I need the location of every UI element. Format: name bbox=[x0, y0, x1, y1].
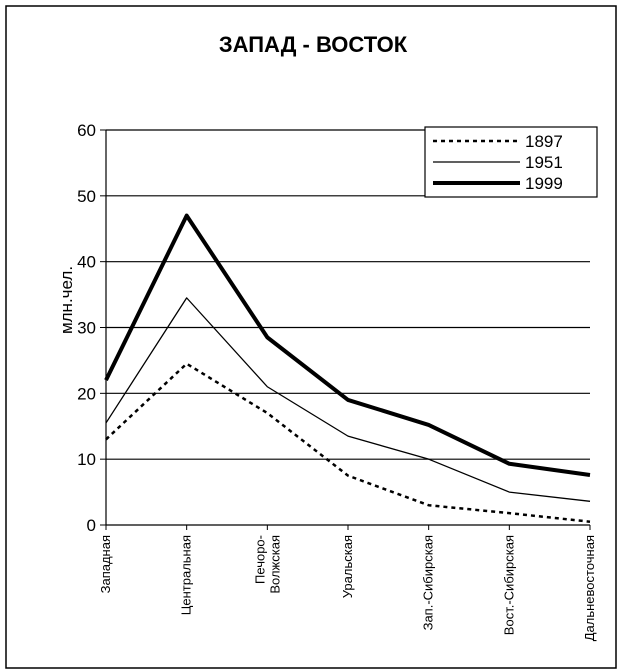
frame bbox=[5, 5, 617, 669]
x-tick-label: Вост.-Сибирская bbox=[501, 535, 516, 635]
x-tick-label: Западная bbox=[98, 535, 113, 593]
y-tick-label: 60 bbox=[77, 121, 96, 140]
y-tick-label: 0 bbox=[87, 516, 96, 535]
line-series bbox=[104, 213, 591, 477]
legend-label: 1897 bbox=[525, 132, 563, 151]
x-tick-label: Печоро-Волжская bbox=[252, 535, 282, 594]
x-tick-label: Центральная bbox=[179, 535, 194, 615]
chart-title: ЗАПАД - ВОСТОК bbox=[219, 32, 408, 57]
x-tick-label: Зап.-Сибирская bbox=[421, 535, 436, 630]
y-tick-label: 50 bbox=[77, 187, 96, 206]
y-tick-label: 20 bbox=[77, 384, 96, 403]
y-axis-label: млн.чел. bbox=[57, 266, 76, 334]
x-tick-label: Уральская bbox=[340, 535, 355, 598]
line-series bbox=[105, 297, 591, 502]
legend-label: 1951 bbox=[525, 153, 563, 172]
legend-label: 1999 bbox=[525, 174, 563, 193]
y-tick-label: 30 bbox=[77, 319, 96, 338]
x-tick-label: Дальневосточная bbox=[582, 535, 597, 641]
line-series bbox=[105, 362, 591, 523]
y-tick-label: 10 bbox=[77, 450, 96, 469]
y-tick-label: 40 bbox=[77, 253, 96, 272]
